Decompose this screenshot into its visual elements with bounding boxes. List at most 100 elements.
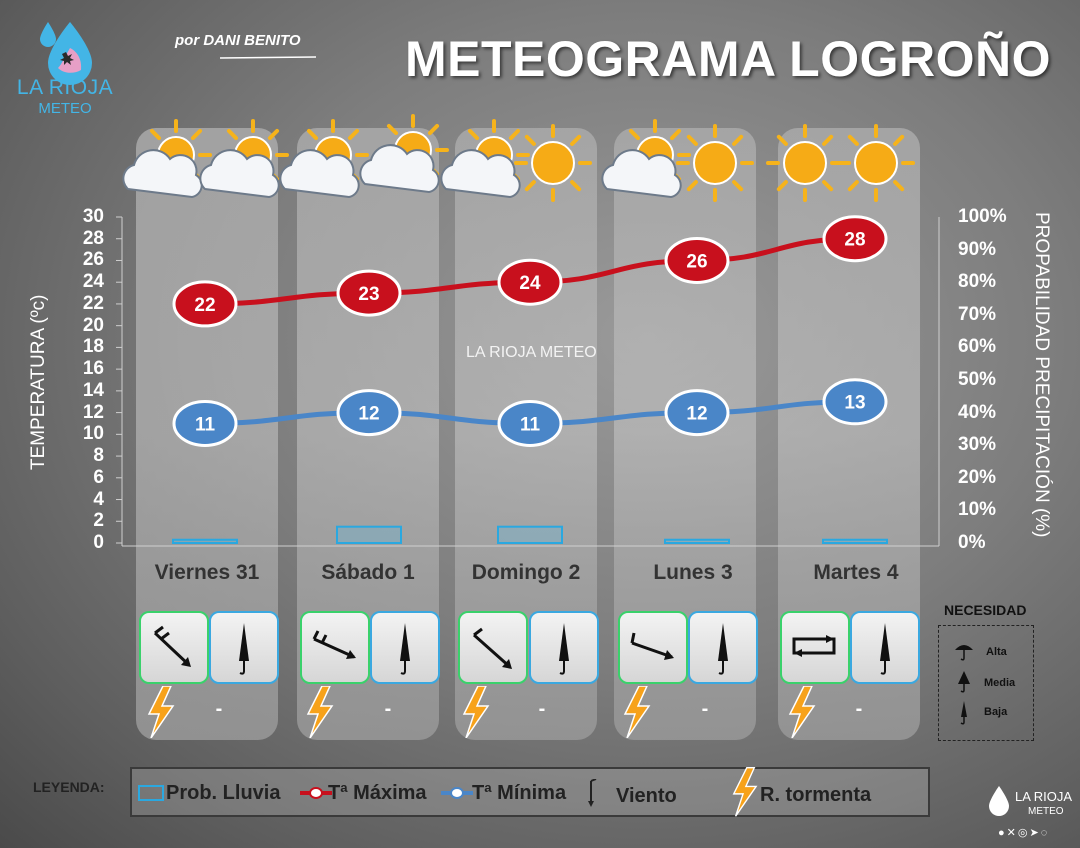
data-label: 26 bbox=[686, 251, 707, 272]
legend-item: R. tormenta bbox=[760, 784, 872, 806]
small-logo-icon bbox=[989, 786, 1009, 816]
footer-brand-sub: METEO bbox=[1028, 806, 1064, 817]
sun-cloud-icon bbox=[199, 119, 289, 199]
tmin-point: 12 bbox=[664, 389, 730, 437]
tmax-point: 24 bbox=[497, 258, 563, 306]
tmax-point: 23 bbox=[336, 269, 402, 317]
data-label: 28 bbox=[844, 230, 865, 251]
wind-box bbox=[458, 611, 528, 684]
sun-icon bbox=[514, 124, 592, 202]
logo-sub: METEO bbox=[38, 100, 92, 117]
day-label: Domingo 2 bbox=[471, 561, 581, 584]
legend: Prob. Lluvia Tª Máxima Tª Mínima Viento … bbox=[130, 767, 930, 817]
necesidad-alta: Alta bbox=[986, 646, 1007, 658]
sun-cloud-icon bbox=[440, 119, 530, 199]
y-tick-label: 26 bbox=[82, 249, 104, 271]
data-label: 12 bbox=[358, 404, 379, 425]
y2-tick-label: 30% bbox=[958, 434, 997, 456]
wind-box bbox=[618, 611, 688, 684]
tmin-point: 11 bbox=[172, 399, 238, 447]
footer-brand: LA RIOJA bbox=[1015, 789, 1073, 804]
data-label: 23 bbox=[358, 284, 379, 305]
umbrella-closed-icon bbox=[880, 623, 890, 675]
y2-tick-label: 10% bbox=[958, 499, 997, 521]
y2-tick-label: 20% bbox=[958, 466, 997, 488]
y-tick-label: 10 bbox=[82, 423, 104, 445]
y-tick-label: 20 bbox=[82, 314, 104, 336]
day-label: Viernes 31 bbox=[154, 561, 260, 584]
umbrella-box bbox=[529, 611, 599, 684]
lightning-icon bbox=[306, 686, 334, 738]
rain-prob-swatch bbox=[138, 785, 164, 801]
x-icon[interactable]: ✕ bbox=[1006, 827, 1018, 839]
day-label: Lunes 3 bbox=[653, 561, 733, 584]
necesidad-baja: Baja bbox=[984, 706, 1008, 718]
watermark: LA RIOJA METEO bbox=[466, 344, 597, 361]
y-tick-label: 22 bbox=[82, 292, 104, 314]
lightning-icon bbox=[788, 686, 816, 738]
y2-tick-label: 60% bbox=[958, 336, 997, 358]
y2-tick-label: 90% bbox=[958, 238, 997, 260]
data-label: 13 bbox=[844, 393, 865, 414]
storm-value: - bbox=[701, 698, 709, 720]
umbrella-closed-icon bbox=[718, 623, 728, 675]
rain-prob-bar bbox=[822, 538, 888, 544]
facebook-icon[interactable]: ● bbox=[998, 827, 1007, 839]
storm-value: - bbox=[855, 698, 863, 720]
wind-west-icon bbox=[312, 630, 356, 659]
y-tick-label: 28 bbox=[82, 227, 104, 249]
author-credit: por DANI BENITO bbox=[175, 32, 301, 49]
y-tick-label: 18 bbox=[82, 336, 104, 358]
telegram-icon[interactable]: ➤ bbox=[1029, 827, 1041, 839]
rain-prob-bar bbox=[497, 525, 563, 545]
y2-tick-label: 100% bbox=[958, 206, 1007, 227]
storm-value: - bbox=[215, 698, 223, 720]
wind-box bbox=[300, 611, 370, 684]
umbrella-closed-icon bbox=[559, 623, 569, 675]
sun-cloud-icon bbox=[601, 119, 691, 199]
lightning-icon bbox=[147, 686, 175, 738]
tmax-point: 26 bbox=[664, 236, 730, 284]
weather-icon-strip bbox=[122, 114, 915, 202]
wind-box bbox=[139, 611, 209, 684]
data-label: 11 bbox=[520, 414, 541, 435]
y-tick-label: 8 bbox=[93, 445, 104, 467]
y2-tick-label: 50% bbox=[958, 369, 997, 390]
umbrella-box bbox=[850, 611, 920, 684]
y-tick-label: 30 bbox=[82, 206, 104, 227]
tmax-swatch bbox=[300, 787, 332, 799]
storm-value: - bbox=[384, 698, 392, 720]
necesidad-media: Media bbox=[984, 677, 1016, 689]
tmin-point: 13 bbox=[822, 378, 888, 426]
tmin-point: 12 bbox=[336, 389, 402, 437]
tmax-point: 28 bbox=[822, 215, 888, 263]
sun-cloud-icon bbox=[122, 119, 212, 199]
wind-box bbox=[780, 611, 850, 684]
storm-value: - bbox=[538, 698, 546, 720]
wind-northwest-icon bbox=[153, 625, 191, 667]
necesidad-title: NECESIDAD bbox=[944, 602, 1027, 618]
y2-tick-label: 80% bbox=[958, 271, 997, 293]
y-tick-label: 6 bbox=[93, 466, 104, 488]
whatsapp-icon[interactable]: ◌ bbox=[1040, 827, 1050, 839]
tmin-swatch bbox=[441, 787, 473, 799]
y-tick-label: 16 bbox=[82, 358, 104, 380]
lightning-icon bbox=[462, 686, 490, 738]
day-label: Sábado 1 bbox=[321, 561, 415, 584]
wind-arrow-icon bbox=[588, 779, 597, 807]
lightning-icon bbox=[623, 686, 651, 738]
data-label: 24 bbox=[519, 273, 541, 294]
author-signature-line bbox=[219, 56, 317, 59]
lightning-icon bbox=[732, 767, 758, 817]
rain-prob-bar bbox=[172, 538, 238, 544]
logo-name: LA RIOJA bbox=[16, 76, 114, 99]
instagram-icon[interactable]: ◎ bbox=[1017, 827, 1030, 839]
day-label: Martes 4 bbox=[813, 561, 899, 584]
wind-variable-icon bbox=[792, 635, 836, 657]
la-rioja-meteo-logo bbox=[40, 22, 92, 85]
legend-item: Viento bbox=[616, 785, 677, 807]
sun-icon bbox=[837, 124, 915, 202]
temperature-chart: 22 23 24 26 28 11 12 11 12 13 bbox=[116, 215, 940, 547]
umbrella-open-icon bbox=[955, 645, 973, 661]
